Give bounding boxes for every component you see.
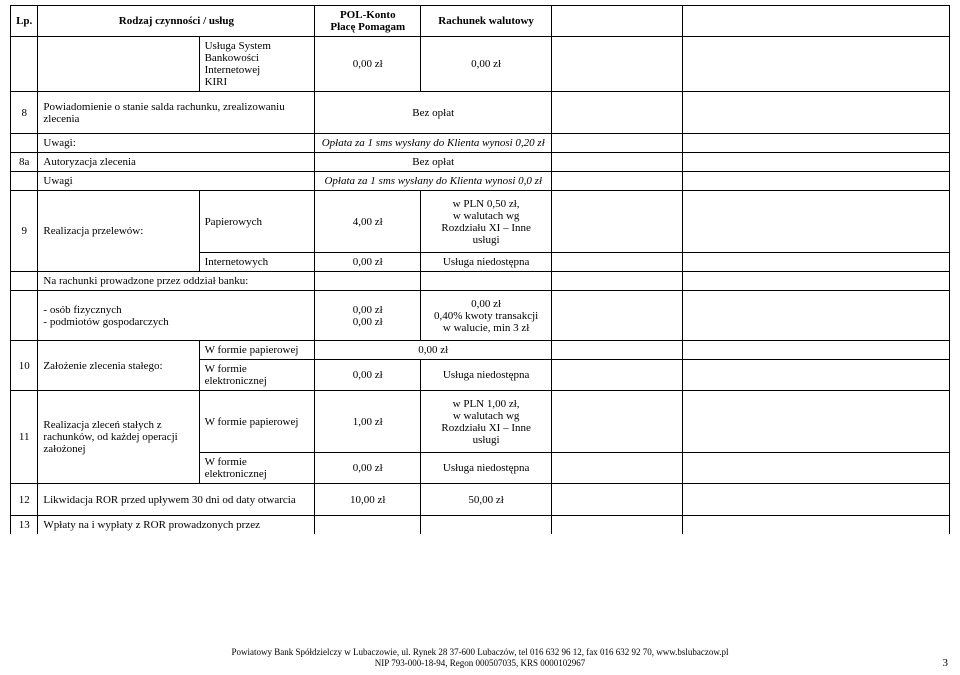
r9p-svc: - osób fizycznych - podmiotów gospodarcz… <box>38 291 315 341</box>
r9b-e1 <box>552 272 683 291</box>
r9-paper-rw: w PLN 0,50 zł, w walutach wg Rozdziału X… <box>421 191 552 253</box>
r10-e-e2 <box>683 360 950 391</box>
r12-e1 <box>552 484 683 516</box>
r12-rw: 50,00 zł <box>421 484 552 516</box>
r9-inet-lbl: Internetowych <box>199 253 315 272</box>
r11-paper-e1 <box>552 391 683 453</box>
r9b-e2 <box>683 272 950 291</box>
r13-lp: 13 <box>11 516 38 535</box>
footer: Powiatowy Bank Spółdzielczy w Lubaczowie… <box>0 647 960 670</box>
r8an-e2 <box>683 172 950 191</box>
r8-svc: Powiadomienie o stanie salda rachunku, z… <box>38 92 315 134</box>
r9-paper-lbl: Papierowych <box>199 191 315 253</box>
r8-e1 <box>552 92 683 134</box>
row-sys-pk: 0,00 zł <box>315 37 421 92</box>
r8-e2 <box>683 92 950 134</box>
r9-inet-rw: Usługa niedostępna <box>421 253 552 272</box>
r10-paper-e1 <box>552 341 683 360</box>
r8an-lp <box>11 172 38 191</box>
r13-pk <box>315 516 421 535</box>
r8a-e2 <box>683 153 950 172</box>
pricing-table: Lp. Rodzaj czynności / usług POL-Konto P… <box>10 5 950 534</box>
r11-e-e1 <box>552 453 683 484</box>
r10-paper-lbl: W formie papierowej <box>199 341 315 360</box>
r9p-lp <box>11 291 38 341</box>
hdr-polkonto: POL-Konto Płacę Pomagam <box>315 6 421 37</box>
r11-paper-rw: w PLN 1,00 zł, w walutach wg Rozdziału X… <box>421 391 552 453</box>
r13-rw <box>421 516 552 535</box>
r11-lp: 11 <box>11 391 38 484</box>
r12-lp: 12 <box>11 484 38 516</box>
r11-e-lbl: W formie elektronicznej <box>199 453 315 484</box>
r9-inet-e2 <box>683 253 950 272</box>
r8n-txt: Opłata za 1 sms wysłany do Klienta wynos… <box>315 134 552 153</box>
r9p-rw: 0,00 zł 0,40% kwoty transakcji w walucie… <box>421 291 552 341</box>
r11-svc: Realizacja zleceń stałych z rachunków, o… <box>38 391 199 484</box>
r10-paper-val: 0,00 zł <box>315 341 552 360</box>
r8-merged: Bez opłat <box>315 92 552 134</box>
r13-svc: Wpłaty na i wypłaty z ROR prowadzonych p… <box>38 516 315 535</box>
row-sys-e1 <box>552 37 683 92</box>
r10-e-rw: Usługa niedostępna <box>421 360 552 391</box>
hdr-rodzaj: Rodzaj czynności / usług <box>38 6 315 37</box>
r11-e-rw: Usługa niedostępna <box>421 453 552 484</box>
r9p-pk: 0,00 zł 0,00 zł <box>315 291 421 341</box>
r12-pk: 10,00 zł <box>315 484 421 516</box>
r8n-uwagi: Uwagi: <box>38 134 315 153</box>
r9-inet-pk: 0,00 zł <box>315 253 421 272</box>
r11-paper-e2 <box>683 391 950 453</box>
hdr-empty2 <box>683 6 950 37</box>
r11-e-pk: 0,00 zł <box>315 453 421 484</box>
footer-line1: Powiatowy Bank Spółdzielczy w Lubaczowie… <box>231 647 728 657</box>
r9b-svc: Na rachunki prowadzone przez oddział ban… <box>38 272 315 291</box>
r9-paper-e2 <box>683 191 950 253</box>
r11-e-e2 <box>683 453 950 484</box>
r9p-e2 <box>683 291 950 341</box>
row-sys-lp <box>11 37 38 92</box>
r8a-e1 <box>552 153 683 172</box>
r9b-pk <box>315 272 421 291</box>
row-sys-e2 <box>683 37 950 92</box>
footer-line2: NIP 793-000-18-94, Regon 000507035, KRS … <box>375 658 585 668</box>
r8a-lp: 8a <box>11 153 38 172</box>
r12-e2 <box>683 484 950 516</box>
r12-svc: Likwidacja ROR przed upływem 30 dni od d… <box>38 484 315 516</box>
r10-svc: Założenie zlecenia stałego: <box>38 341 199 391</box>
r10-e-e1 <box>552 360 683 391</box>
r8an-e1 <box>552 172 683 191</box>
r11-paper-lbl: W formie papierowej <box>199 391 315 453</box>
r8an-txt: Opłata za 1 sms wysłany do Klienta wynos… <box>315 172 552 191</box>
row-sys-rw: 0,00 zł <box>421 37 552 92</box>
r8an-uwagi: Uwagi <box>38 172 315 191</box>
r9-paper-e1 <box>552 191 683 253</box>
r9b-lp <box>11 272 38 291</box>
r8n-e2 <box>683 134 950 153</box>
r13-e2 <box>683 516 950 535</box>
page-number: 3 <box>943 657 949 669</box>
r10-e-lbl: W formie elektronicznej <box>199 360 315 391</box>
hdr-rachunek: Rachunek walutowy <box>421 6 552 37</box>
r9p-e1 <box>552 291 683 341</box>
r8a-svc: Autoryzacja zlecenia <box>38 153 315 172</box>
r10-paper-e2 <box>683 341 950 360</box>
r8-lp: 8 <box>11 92 38 134</box>
row-sys-svc1 <box>38 37 199 92</box>
r13-e1 <box>552 516 683 535</box>
r9-lp: 9 <box>11 191 38 272</box>
r9b-rw <box>421 272 552 291</box>
row-sys-label: Usługa System Bankowości Internetowej KI… <box>199 37 315 92</box>
r8a-merged: Bez opłat <box>315 153 552 172</box>
r10-e-pk: 0,00 zł <box>315 360 421 391</box>
r9-inet-e1 <box>552 253 683 272</box>
r10-lp: 10 <box>11 341 38 391</box>
r8n-e1 <box>552 134 683 153</box>
hdr-empty1 <box>552 6 683 37</box>
r11-paper-pk: 1,00 zł <box>315 391 421 453</box>
r8n-lp <box>11 134 38 153</box>
hdr-lp: Lp. <box>11 6 38 37</box>
r9-svc: Realizacja przelewów: <box>38 191 199 272</box>
r9-paper-pk: 4,00 zł <box>315 191 421 253</box>
